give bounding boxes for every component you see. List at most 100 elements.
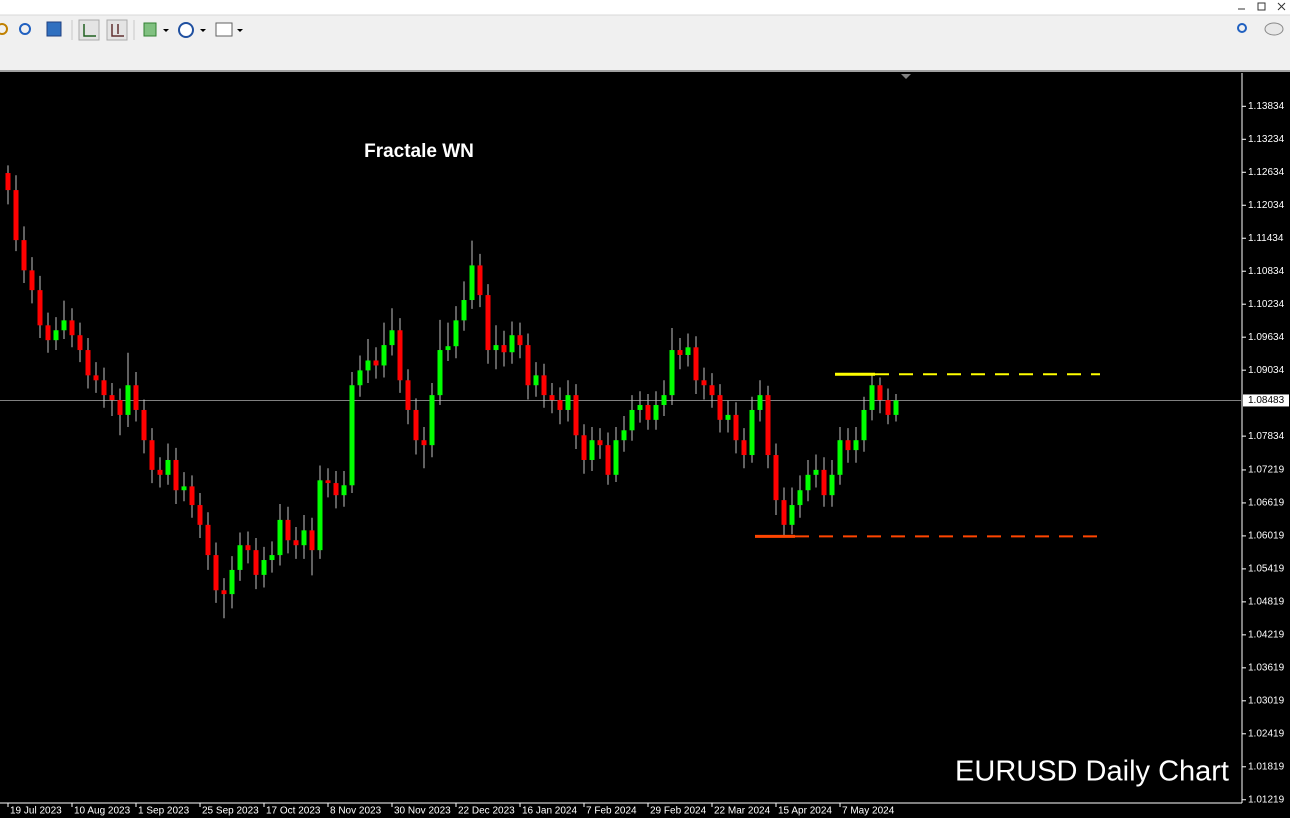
candle-body — [309, 530, 315, 551]
y-tick-label: 1.10834 — [1248, 266, 1285, 277]
candle-body — [709, 385, 715, 396]
y-tick-label: 1.11434 — [1248, 233, 1284, 244]
candle-body — [757, 395, 763, 410]
y-tick-label: 1.01819 — [1248, 761, 1285, 772]
y-tick-label: 1.02419 — [1248, 728, 1285, 739]
candle-body — [101, 380, 107, 396]
candle-body — [485, 295, 491, 351]
chart-caption: EURUSD Daily Chart — [955, 756, 1229, 788]
x-tick-label: 7 Feb 2024 — [586, 806, 637, 817]
candle-body — [893, 400, 899, 415]
candle-body — [501, 345, 507, 353]
candle-body — [557, 400, 563, 410]
window-bar — [0, 0, 1290, 15]
indicator-title: Fractale WN — [364, 141, 474, 162]
candle-body — [877, 385, 883, 401]
dropdown-arrow — [200, 29, 206, 32]
candle-body — [613, 440, 619, 475]
candle-body — [221, 590, 227, 595]
y-tick-label: 1.06619 — [1248, 498, 1285, 509]
candle-body — [53, 330, 59, 341]
candle-body — [573, 395, 579, 436]
candle-body — [517, 335, 523, 346]
frame — [0, 70, 1290, 72]
candle-body — [405, 380, 411, 410]
candles — [5, 165, 899, 619]
zoom-in-button[interactable] — [0, 23, 8, 35]
candle-body — [429, 395, 435, 446]
candle-body — [77, 335, 83, 351]
candle-body — [45, 325, 51, 341]
chat-button[interactable] — [1264, 22, 1284, 36]
candle-body — [253, 550, 259, 575]
x-tick-label: 1 Sep 2023 — [138, 806, 190, 817]
dropdown-arrow — [237, 29, 243, 32]
candle-body — [261, 560, 267, 575]
zoom-out-button[interactable] — [19, 23, 31, 35]
candle-body — [549, 395, 555, 401]
candle-body — [245, 545, 251, 551]
candle-body — [173, 459, 179, 491]
candle-body — [701, 380, 707, 386]
candle-body — [853, 440, 859, 451]
candle-body — [381, 345, 387, 366]
candle-body — [165, 459, 171, 475]
candle-body — [189, 486, 195, 506]
candle-body — [61, 320, 67, 331]
search-button[interactable] — [1237, 23, 1247, 33]
y-tick-label: 1.09634 — [1248, 332, 1285, 343]
candle-body — [773, 455, 779, 501]
y-tick-label: 1.04819 — [1248, 597, 1285, 608]
y-tick-label: 1.03619 — [1248, 662, 1285, 673]
candle-body — [885, 400, 891, 415]
candle-body — [293, 540, 299, 546]
candle-body — [669, 350, 675, 396]
y-tick-label: 1.05419 — [1248, 564, 1285, 575]
candle-body — [749, 409, 755, 456]
candle-body — [213, 555, 219, 591]
window-controls — [1238, 2, 1286, 11]
periods-button[interactable] — [178, 22, 194, 38]
templates-button[interactable] — [215, 22, 233, 37]
candle-body — [269, 555, 275, 561]
indicators-button[interactable] — [143, 22, 157, 37]
y-tick-label: 1.04219 — [1248, 629, 1285, 640]
icon — [83, 24, 96, 37]
candle-body — [397, 330, 403, 381]
candle-body — [533, 375, 539, 386]
candle-body — [789, 505, 795, 525]
candle-body — [869, 385, 875, 410]
candle-body — [181, 486, 187, 491]
y-tick-label: 1.07834 — [1248, 431, 1285, 442]
x-tick-label: 8 Nov 2023 — [330, 806, 382, 817]
candle-body — [597, 440, 603, 446]
y-tick-label: 1.12634 — [1248, 167, 1285, 178]
candle-body — [373, 360, 379, 366]
close-button[interactable] — [1277, 2, 1286, 11]
candle-body — [357, 370, 363, 386]
candle-body — [349, 385, 355, 486]
candle-body — [805, 474, 811, 491]
candle-body — [277, 519, 283, 556]
candle-body — [717, 395, 723, 420]
candle-body — [453, 320, 459, 347]
y-tick-label: 1.13834 — [1248, 101, 1285, 112]
autoscroll-button[interactable] — [78, 19, 100, 41]
restore-button[interactable] — [1257, 2, 1266, 11]
candle-body — [541, 375, 547, 396]
candle-body — [797, 490, 803, 506]
candle-body — [125, 385, 131, 415]
candle-body — [69, 320, 75, 336]
candle-body — [157, 469, 163, 475]
candle-body — [477, 265, 483, 296]
candle-body — [621, 430, 627, 441]
current-price-label: 1.08483 — [1248, 395, 1285, 406]
candle-body — [741, 440, 747, 456]
candle-body — [781, 500, 787, 525]
shift-button[interactable] — [106, 19, 128, 41]
candle-body — [693, 347, 699, 381]
candle-body — [677, 350, 683, 355]
candle-body — [13, 190, 19, 241]
candle-body — [525, 345, 531, 386]
tile-button[interactable] — [46, 21, 62, 37]
